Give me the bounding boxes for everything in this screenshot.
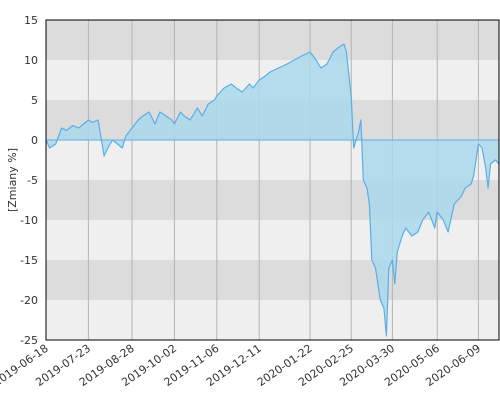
y-tick-label: 5 (31, 94, 38, 107)
area-fill (46, 44, 499, 336)
y-tick-label: -10 (20, 214, 38, 227)
band (46, 300, 499, 340)
y-tick-label: 0 (31, 134, 38, 147)
x-tick-labels: 2019-06-182019-07-232019-08-282019-10-02… (0, 342, 483, 389)
y-tick-label: -25 (20, 334, 38, 347)
y-axis-label: [Zmiany %] (6, 148, 19, 212)
y-tick-label: -15 (20, 254, 38, 267)
y-tick-label: 10 (24, 54, 38, 67)
y-tick-label: 15 (24, 14, 38, 27)
band (46, 20, 499, 60)
y-tick-label: -20 (20, 294, 38, 307)
plot-frame (45, 19, 500, 341)
y-tick-label: -5 (27, 174, 38, 187)
y-tick-labels: 15 10 5 0 -5 -10 -15 -20 -25 (20, 14, 38, 347)
band (46, 220, 499, 260)
series-line (45, 43, 500, 337)
band (46, 260, 499, 300)
